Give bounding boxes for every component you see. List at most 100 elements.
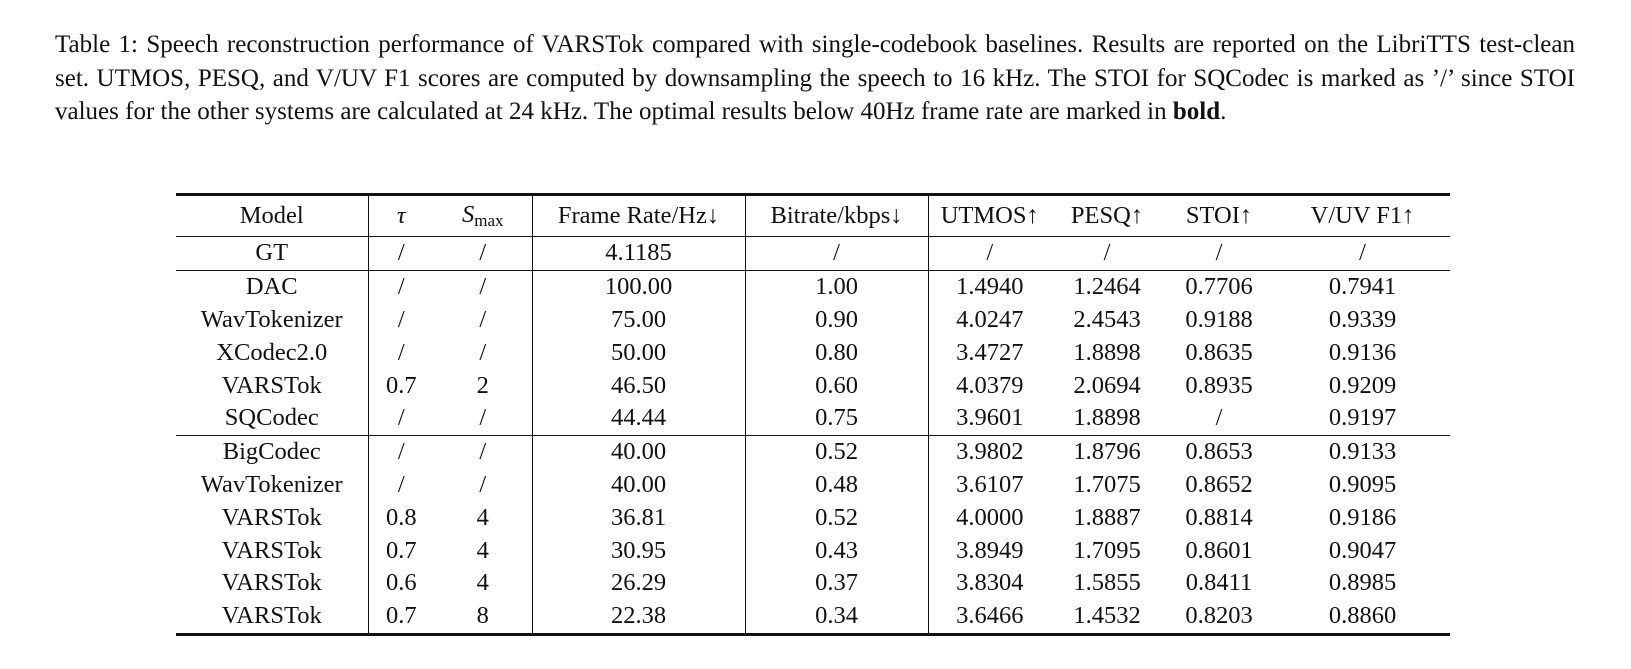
header-frame-rate: Frame Rate/Hz↓ — [532, 194, 746, 237]
cell-smax: / — [434, 236, 533, 271]
cell-frame-rate: 4.1185 — [532, 236, 746, 271]
cell-model: BigCodec — [176, 435, 369, 469]
table-row: VARSTok 0.7 8 22.38 0.34 3.6466 1.4532 0… — [176, 599, 1450, 635]
header-smax: Smax — [434, 194, 533, 237]
cell-stoi-best: 0.8814 — [1185, 503, 1253, 531]
header-smax-sub: max — [474, 211, 504, 230]
cell-vuv-f1: 0.9133 — [1328, 438, 1397, 466]
cell-smax: / — [434, 401, 533, 436]
cell-vuv-f1: 0.8985 — [1328, 569, 1397, 597]
table-row: BigCodec / / 40.00 0.52 3.9802 1.8796 0.… — [176, 435, 1450, 469]
cell-stoi: 0.8411 — [1185, 569, 1253, 597]
cell-utmos: 3.9802 — [956, 438, 1024, 466]
cell-tau: / — [397, 273, 405, 301]
cell-model: WavTokenizer — [176, 303, 369, 337]
header-smax-base: S — [461, 201, 475, 228]
cell-vuv-f1: 0.9136 — [1328, 338, 1397, 366]
cell-model: VARSTok — [176, 566, 369, 600]
cell-utmos: 3.6466 — [956, 602, 1024, 630]
cell-smax: 8 — [434, 599, 533, 635]
cell-utmos: 3.6107 — [956, 470, 1024, 498]
cell-vuv-f1: 0.8860 — [1328, 602, 1397, 630]
cell-smax: 4 — [434, 534, 533, 567]
header-pesq: PESQ↑ — [1070, 202, 1144, 229]
cell-bitrate: 0.48 — [745, 468, 929, 502]
cell-bitrate: 0.80 — [745, 336, 929, 370]
cell-frame-rate: 30.95 — [532, 534, 746, 567]
header-stoi: STOI↑ — [1185, 202, 1253, 229]
cell-tau: / — [397, 305, 405, 333]
cell-tau: 0.7 — [385, 602, 417, 630]
cell-stoi: / — [1215, 404, 1223, 432]
cell-utmos-best: 4.0000 — [956, 503, 1024, 531]
cell-frame-rate: 75.00 — [532, 303, 746, 337]
cell-tau: 0.7 — [385, 536, 417, 564]
cell-vuv-f1: 0.7941 — [1328, 273, 1397, 301]
cell-smax: / — [434, 270, 533, 304]
cell-tau: / — [397, 239, 405, 267]
cell-pesq: 1.7075 — [1073, 470, 1141, 498]
cell-utmos: 3.8304 — [956, 569, 1024, 597]
table-row: VARSTok 0.7 2 46.50 0.60 4.0379 2.0694 0… — [176, 369, 1450, 402]
cell-model: WavTokenizer — [176, 468, 369, 502]
cell-model: VARSTok — [176, 534, 369, 567]
cell-smax: 2 — [434, 369, 533, 402]
cell-bitrate: 0.37 — [745, 566, 929, 600]
table-row: VARSTok 0.7 4 30.95 0.43 3.8949 1.7095 0… — [176, 534, 1450, 567]
cell-bitrate: 1.00 — [745, 270, 929, 304]
cell-stoi: 0.7706 — [1185, 273, 1253, 301]
cell-vuv-f1: 0.9197 — [1328, 404, 1397, 432]
cell-tau: / — [397, 338, 405, 366]
cell-bitrate: 0.34 — [745, 599, 929, 635]
cell-vuv-f1: / — [1359, 239, 1366, 267]
cell-pesq: 1.8898 — [1073, 338, 1141, 366]
cell-frame-rate: 100.00 — [532, 270, 746, 304]
table-caption: Table 1: Speech reconstruction performan… — [55, 28, 1575, 129]
header-utmos: UTMOS↑ — [940, 202, 1039, 229]
header-vuv-f1: V/UV F1↑ — [1310, 202, 1415, 229]
header-bitrate: Bitrate/kbps↓ — [745, 194, 929, 237]
cell-pesq: / — [1103, 239, 1111, 267]
results-table: Model τ Smax Frame Rate/Hz↓ Bitrate/kbps… — [176, 193, 1450, 636]
cell-model: SQCodec — [176, 401, 369, 436]
cell-pesq: 1.7095 — [1073, 536, 1141, 564]
table-row: SQCodec / / 44.44 0.75 3.9601 1.8898 / 0… — [176, 401, 1450, 436]
cell-vuv-f1: 0.9047 — [1328, 536, 1397, 564]
cell-frame-rate: 36.81 — [532, 501, 746, 535]
cell-stoi: 0.8935 — [1185, 371, 1253, 399]
cell-frame-rate: 40.00 — [532, 435, 746, 469]
caption-end: . — [1220, 98, 1227, 125]
cell-frame-rate: 40.00 — [532, 468, 746, 502]
header-tau: τ — [368, 195, 434, 237]
table-row: DAC / / 100.00 1.00 1.4940 1.2464 0.7706… — [176, 270, 1450, 304]
cell-model: XCodec2.0 — [176, 336, 369, 370]
header-tau-symbol: τ — [396, 202, 406, 229]
cell-pesq: 1.8796 — [1073, 438, 1141, 466]
cell-bitrate: 0.90 — [745, 303, 929, 337]
cell-tau: 0.8 — [385, 503, 417, 531]
table-row: WavTokenizer / / 75.00 0.90 4.0247 2.454… — [176, 303, 1450, 337]
table-row: VARSTok 0.8 4 36.81 0.52 4.0000 1.8887 0… — [176, 501, 1450, 535]
cell-pesq: 1.2464 — [1073, 273, 1141, 301]
header-model: Model — [176, 194, 369, 237]
cell-bitrate: / — [745, 236, 929, 271]
cell-stoi: 0.9188 — [1185, 305, 1253, 333]
table-row: WavTokenizer / / 40.00 0.48 3.6107 1.707… — [176, 468, 1450, 502]
cell-smax: 4 — [434, 501, 533, 535]
cell-bitrate: 0.52 — [745, 435, 929, 469]
cell-smax: 4 — [434, 566, 533, 600]
table-body: GT / / 4.1185 / / / / / DAC / / 100.00 1… — [176, 236, 1450, 635]
cell-frame-rate: 46.50 — [532, 369, 746, 402]
cell-bitrate: 0.75 — [745, 401, 929, 436]
cell-stoi: 0.8653 — [1185, 438, 1253, 466]
cell-tau: / — [397, 404, 405, 432]
cell-stoi: 0.8652 — [1185, 470, 1253, 498]
cell-utmos: 3.4727 — [956, 338, 1024, 366]
cell-bitrate: 0.43 — [745, 534, 929, 567]
cell-utmos: / — [986, 239, 994, 267]
cell-frame-rate: 44.44 — [532, 401, 746, 436]
cell-smax: / — [434, 435, 533, 469]
cell-model: VARSTok — [176, 599, 369, 635]
header-row: Model τ Smax Frame Rate/Hz↓ Bitrate/kbps… — [176, 194, 1450, 237]
cell-utmos: 3.9601 — [956, 404, 1024, 432]
